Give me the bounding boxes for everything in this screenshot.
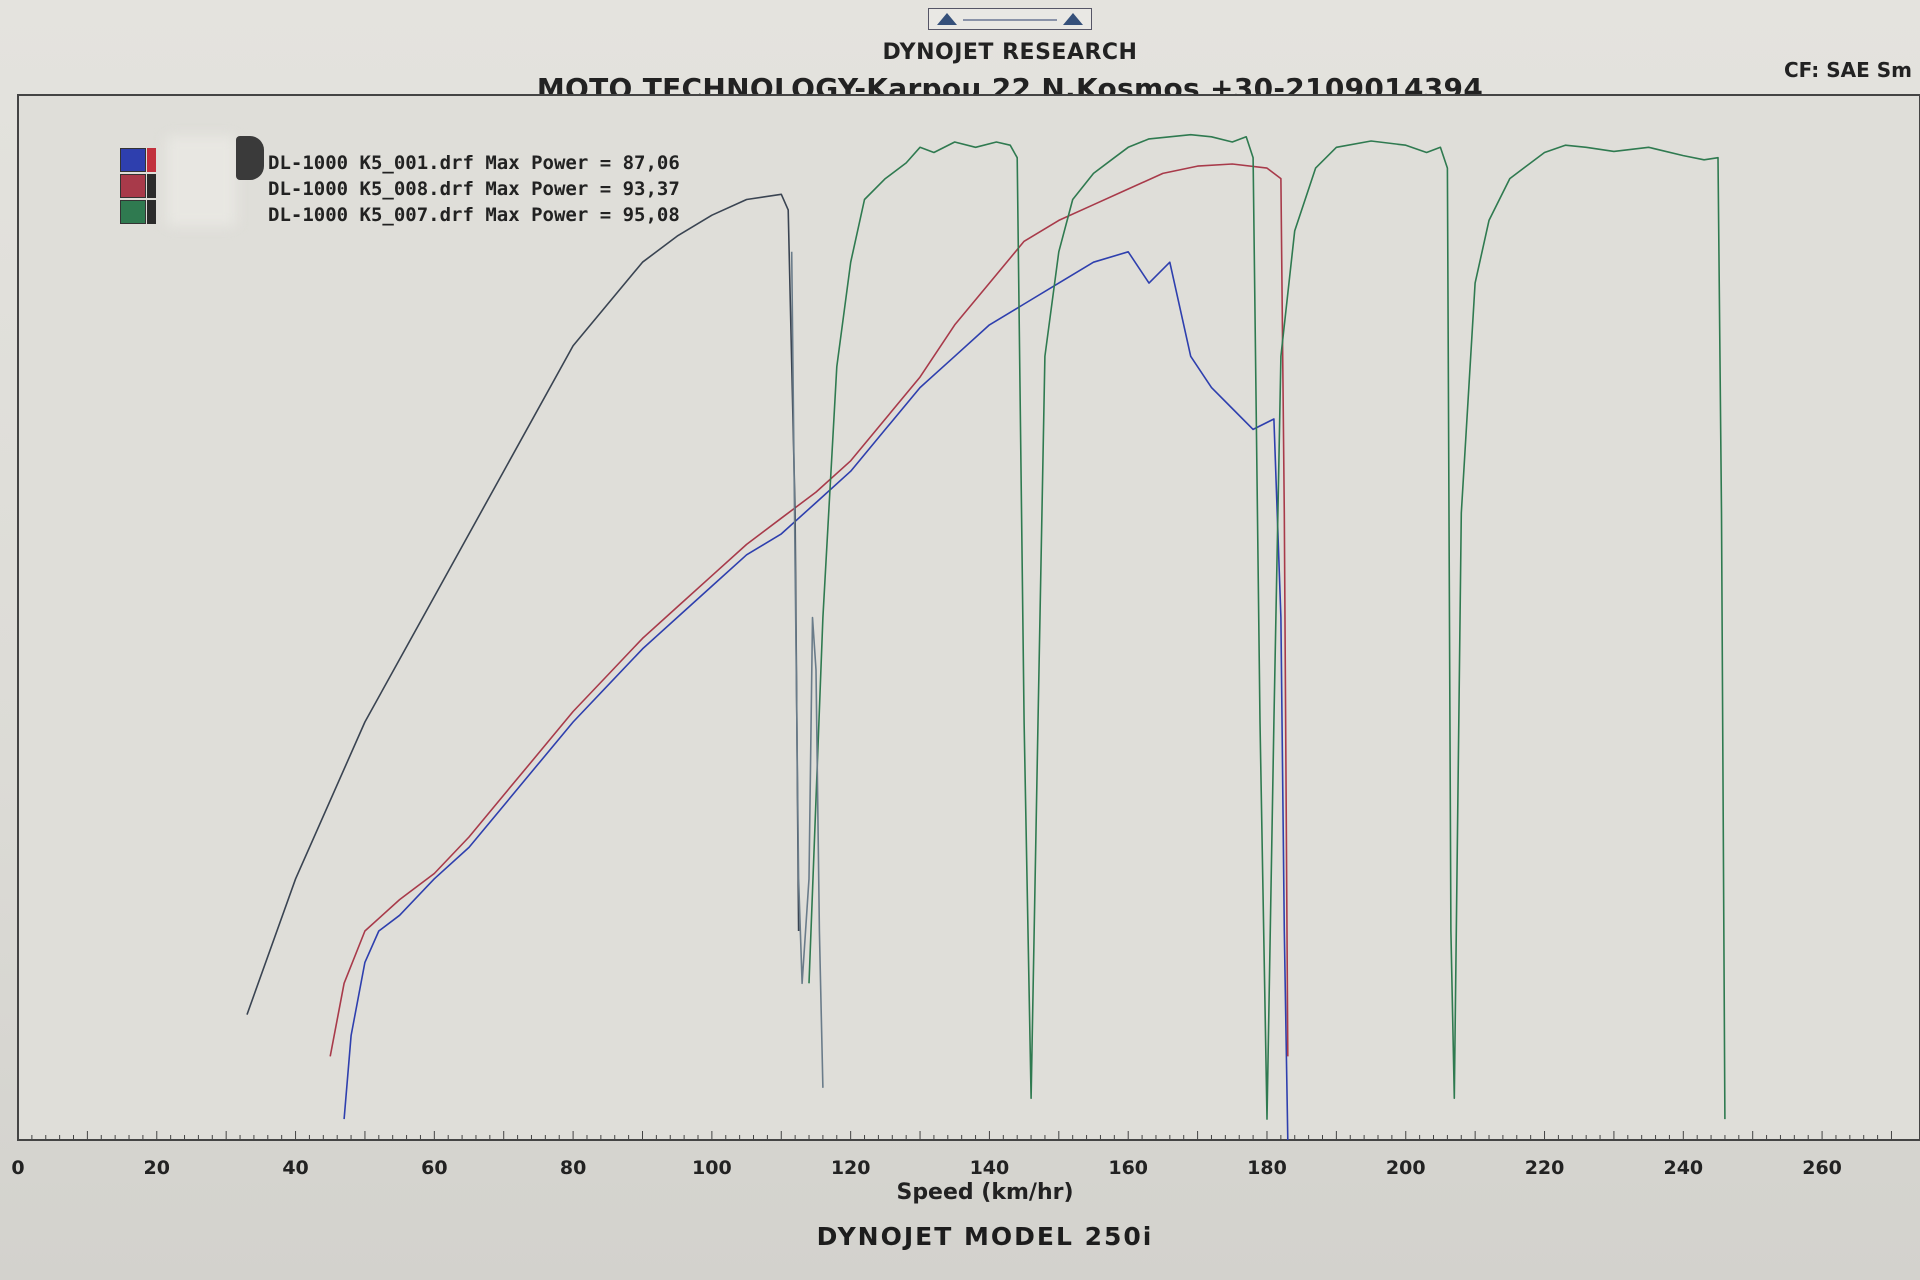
x-tick-label: 200 — [1386, 1157, 1426, 1179]
legend-swatch-cap — [147, 174, 156, 198]
x-tick-label: 20 — [144, 1157, 170, 1179]
tick-layer: 0 20 40 60 80 100 120 140 160 180 200 220 240 260 — [11, 1131, 1892, 1179]
series-line-2 — [329, 163, 1289, 1057]
legend-swatch-cap — [147, 148, 156, 172]
correction-factor-label: CF: SAE Sm — [1784, 58, 1912, 82]
scroll-grip-handle[interactable] — [928, 8, 1092, 30]
x-tick-label: 220 — [1525, 1157, 1565, 1179]
legend-entry: DL-1000 K5_007.drf Max Power = 95,08 — [268, 204, 680, 226]
plot-frame — [17, 94, 1920, 1141]
series-line-4 — [808, 133, 1726, 1120]
x-tick-label: 260 — [1802, 1157, 1842, 1179]
x-tick-label: 60 — [421, 1157, 447, 1179]
x-tick-label: 140 — [970, 1157, 1010, 1179]
x-tick-label: 40 — [282, 1157, 308, 1179]
brand-title: DYNOJET RESEARCH — [882, 40, 1138, 65]
legend-swatch[interactable] — [120, 148, 146, 172]
x-tick-label: 100 — [692, 1157, 732, 1179]
x-tick-label: 80 — [560, 1157, 586, 1179]
arrow-up-icon[interactable] — [1063, 13, 1083, 25]
x-tick-label: 240 — [1663, 1157, 1703, 1179]
legend-swatch[interactable] — [120, 174, 146, 198]
dyno-model-label: DYNOJET MODEL 250i — [816, 1222, 1154, 1251]
x-tick-label: 180 — [1247, 1157, 1287, 1179]
series-line-5 — [790, 251, 824, 1088]
obscured-mark — [236, 136, 264, 180]
axis-layer — [17, 94, 1920, 1141]
obscured-area — [166, 136, 236, 226]
legend-swatch-cap — [147, 200, 156, 224]
x-tick-label: 120 — [831, 1157, 871, 1179]
legend-entry: DL-1000 K5_008.drf Max Power = 93,37 — [268, 178, 680, 200]
x-tick-label: 0 — [11, 1157, 24, 1179]
x-tick-label: 160 — [1108, 1157, 1148, 1179]
arrow-up-icon[interactable] — [937, 13, 957, 25]
grip-bar — [963, 19, 1057, 21]
legend-entry: DL-1000 K5_001.drf Max Power = 87,06 — [268, 152, 680, 174]
series-layer — [246, 133, 1726, 1141]
series-line-1 — [343, 251, 1289, 1141]
series-line-3 — [246, 193, 800, 1015]
x-axis-label: Speed (km/hr) — [896, 1180, 1074, 1205]
legend-swatch[interactable] — [120, 200, 146, 224]
